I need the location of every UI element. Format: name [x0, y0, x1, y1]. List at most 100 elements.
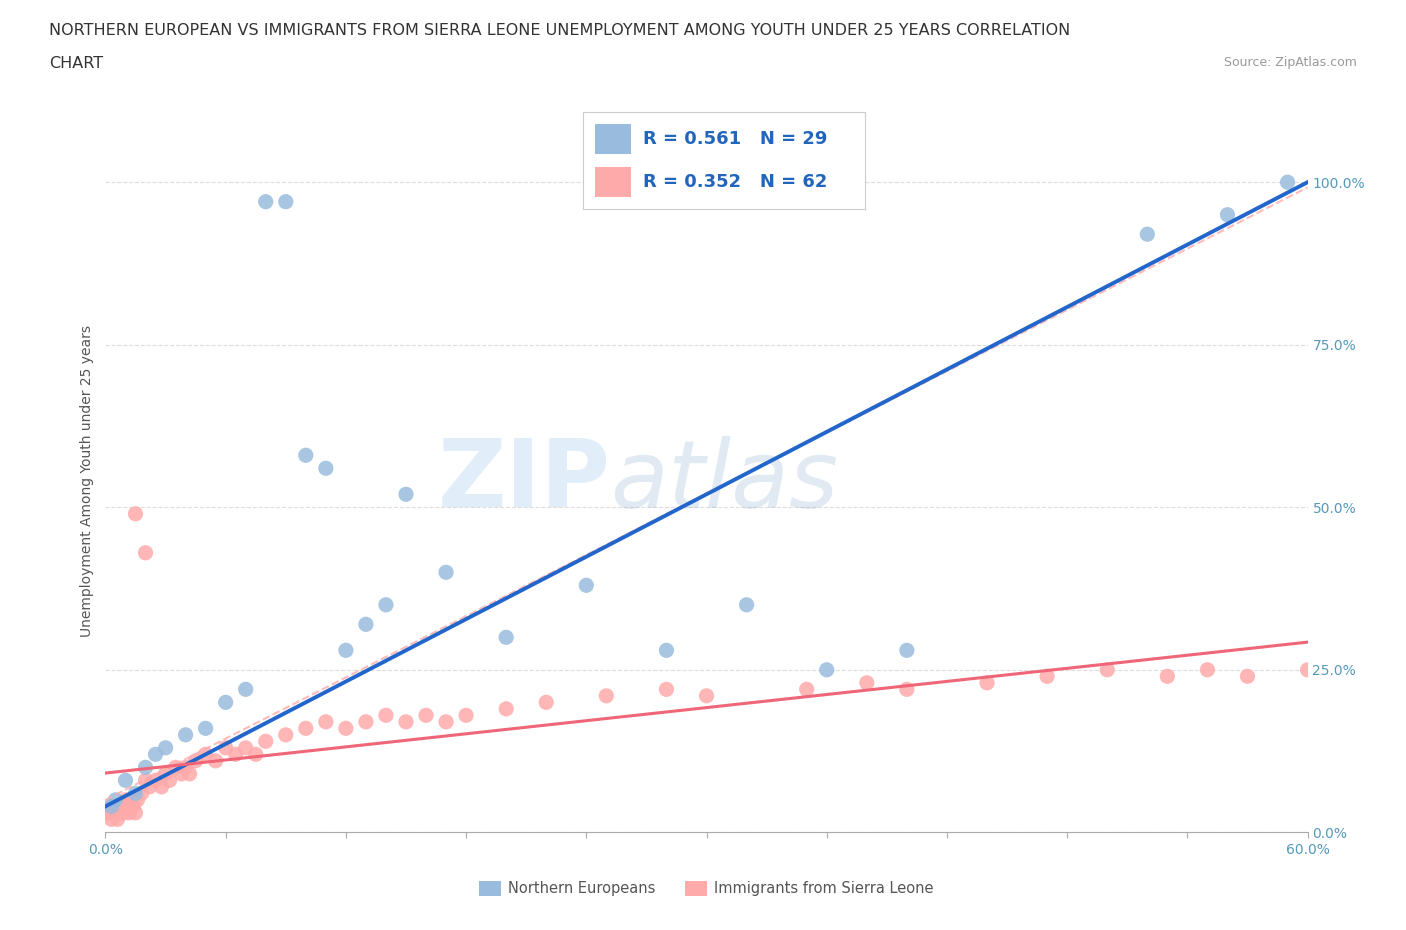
Point — [184, 753, 207, 768]
Point — [214, 740, 236, 755]
Point — [815, 662, 838, 677]
Point — [135, 545, 157, 560]
Point — [1197, 662, 1219, 677]
Text: ZIP: ZIP — [437, 435, 610, 527]
Point — [254, 194, 277, 209]
Point — [735, 597, 758, 612]
Point — [274, 194, 297, 209]
Legend: Northern Europeans, Immigrants from Sierra Leone: Northern Europeans, Immigrants from Sier… — [474, 875, 939, 902]
Point — [118, 805, 141, 820]
Text: NORTHERN EUROPEAN VS IMMIGRANTS FROM SIERRA LEONE UNEMPLOYMENT AMONG YOUTH UNDER: NORTHERN EUROPEAN VS IMMIGRANTS FROM SIE… — [49, 23, 1070, 38]
Point — [112, 805, 135, 820]
Point — [454, 708, 477, 723]
Point — [174, 760, 197, 775]
Text: R = 0.352   N = 62: R = 0.352 N = 62 — [643, 173, 827, 191]
Point — [315, 714, 337, 729]
Point — [131, 786, 153, 801]
Point — [124, 786, 146, 801]
Point — [235, 740, 257, 755]
Point — [434, 714, 457, 729]
Point — [696, 688, 718, 703]
Point — [495, 701, 517, 716]
Point — [214, 695, 236, 710]
Point — [110, 799, 132, 814]
Point — [98, 799, 121, 814]
Point — [138, 779, 160, 794]
Point — [415, 708, 437, 723]
Point — [204, 753, 226, 768]
Point — [225, 747, 247, 762]
Point — [374, 597, 398, 612]
Point — [104, 792, 127, 807]
Text: atlas: atlas — [610, 436, 838, 526]
Point — [855, 675, 877, 690]
Point — [295, 721, 318, 736]
Point — [127, 792, 149, 807]
Point — [150, 779, 173, 794]
Point — [595, 688, 617, 703]
Point — [122, 799, 145, 814]
Point — [174, 727, 197, 742]
Point — [295, 448, 318, 463]
Point — [114, 773, 136, 788]
Point — [124, 805, 146, 820]
Point — [354, 714, 377, 729]
Point — [165, 760, 187, 775]
Point — [107, 812, 129, 827]
Point — [1236, 669, 1258, 684]
Point — [1216, 207, 1239, 222]
Point — [135, 760, 157, 775]
Point — [374, 708, 398, 723]
Point — [575, 578, 598, 592]
Point — [245, 747, 267, 762]
Point — [395, 486, 418, 501]
Bar — [595, 167, 631, 196]
Point — [796, 682, 818, 697]
Point — [155, 766, 177, 781]
Text: Source: ZipAtlas.com: Source: ZipAtlas.com — [1223, 56, 1357, 69]
Point — [235, 682, 257, 697]
Point — [104, 799, 127, 814]
Point — [274, 727, 297, 742]
Point — [354, 617, 377, 631]
Point — [159, 773, 181, 788]
Point — [495, 630, 517, 644]
Point — [108, 805, 131, 820]
Point — [103, 805, 125, 820]
Point — [395, 714, 418, 729]
Point — [896, 643, 918, 658]
Point — [179, 766, 201, 781]
Point — [155, 740, 177, 755]
Point — [976, 675, 998, 690]
Text: R = 0.561   N = 29: R = 0.561 N = 29 — [643, 130, 827, 148]
Point — [170, 766, 193, 781]
Point — [1097, 662, 1119, 677]
Point — [655, 643, 678, 658]
Point — [254, 734, 277, 749]
Point — [335, 721, 357, 736]
Point — [145, 773, 167, 788]
Point — [114, 792, 136, 807]
Point — [121, 792, 143, 807]
Point — [194, 721, 217, 736]
Point — [135, 773, 157, 788]
Y-axis label: Unemployment Among Youth under 25 years: Unemployment Among Youth under 25 years — [80, 326, 94, 637]
Point — [124, 506, 146, 521]
Point — [534, 695, 557, 710]
Point — [1277, 175, 1299, 190]
Point — [117, 799, 139, 814]
Point — [1156, 669, 1178, 684]
Point — [896, 682, 918, 697]
Point — [335, 643, 357, 658]
Text: CHART: CHART — [49, 56, 103, 71]
Point — [434, 565, 457, 579]
Point — [655, 682, 678, 697]
Point — [194, 747, 217, 762]
Point — [100, 799, 122, 814]
Point — [100, 812, 122, 827]
Point — [315, 461, 337, 476]
Point — [1136, 227, 1159, 242]
Point — [145, 747, 167, 762]
Point — [1036, 669, 1059, 684]
Point — [96, 805, 118, 820]
